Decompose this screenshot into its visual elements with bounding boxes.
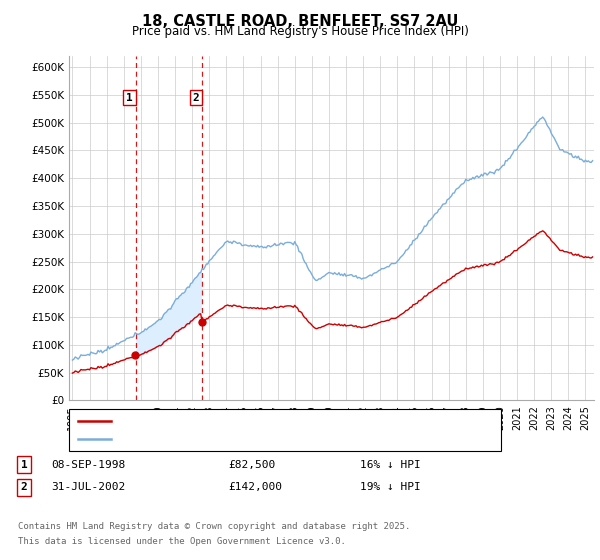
Text: Contains HM Land Registry data © Crown copyright and database right 2025.: Contains HM Land Registry data © Crown c…	[18, 522, 410, 531]
Text: 08-SEP-1998: 08-SEP-1998	[51, 460, 125, 470]
Text: 31-JUL-2002: 31-JUL-2002	[51, 482, 125, 492]
Text: Price paid vs. HM Land Registry's House Price Index (HPI): Price paid vs. HM Land Registry's House …	[131, 25, 469, 38]
Text: 1: 1	[20, 460, 28, 470]
Text: HPI: Average price, detached house, Castle Point: HPI: Average price, detached house, Cast…	[117, 434, 417, 444]
Text: 2: 2	[20, 482, 28, 492]
Text: 19% ↓ HPI: 19% ↓ HPI	[360, 482, 421, 492]
Text: 18, CASTLE ROAD, BENFLEET, SS7 2AU (detached house): 18, CASTLE ROAD, BENFLEET, SS7 2AU (deta…	[117, 416, 436, 426]
Text: 2: 2	[193, 92, 199, 102]
Text: 1: 1	[126, 92, 133, 102]
Text: 16% ↓ HPI: 16% ↓ HPI	[360, 460, 421, 470]
Text: £142,000: £142,000	[228, 482, 282, 492]
Text: 18, CASTLE ROAD, BENFLEET, SS7 2AU: 18, CASTLE ROAD, BENFLEET, SS7 2AU	[142, 14, 458, 29]
Text: £82,500: £82,500	[228, 460, 275, 470]
Text: This data is licensed under the Open Government Licence v3.0.: This data is licensed under the Open Gov…	[18, 537, 346, 546]
